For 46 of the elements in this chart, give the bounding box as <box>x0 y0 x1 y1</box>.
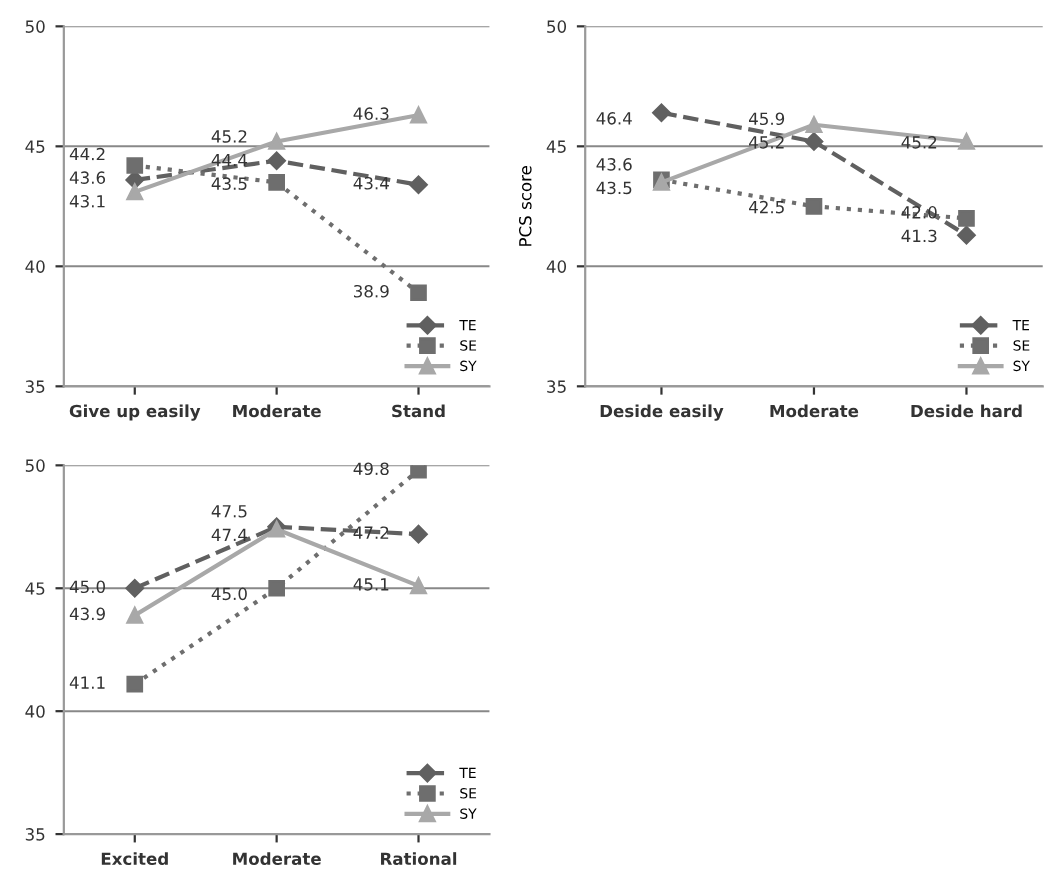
y-tick-label: 50 <box>25 459 45 472</box>
y-tick-label: 50 <box>547 20 567 33</box>
y-tick-label: 40 <box>25 260 45 273</box>
x-tick-label: Stand <box>392 404 445 418</box>
data-label: 43.6 <box>69 171 106 184</box>
data-label: 46.4 <box>596 112 632 125</box>
data-label: 41.3 <box>901 229 937 243</box>
x-tick-label: Excited <box>101 852 168 866</box>
data-label: 49.8 <box>353 462 389 476</box>
x-tick-label: Moderate <box>233 852 321 866</box>
data-label: 43.6 <box>596 158 632 171</box>
x-tick-label: Moderate <box>233 404 321 418</box>
data-label: 45.9 <box>749 112 785 126</box>
data-label: 41.1 <box>69 676 105 689</box>
y-tick-label: 35 <box>25 828 45 841</box>
data-label: 44.4 <box>211 153 248 167</box>
x-tick-label: Rational <box>381 852 457 866</box>
y-tick-label: 35 <box>25 380 45 393</box>
data-label: 47.4 <box>211 528 248 541</box>
y-tick-label: 35 <box>547 380 566 393</box>
y-tick-label: 45 <box>25 140 45 153</box>
data-label: 45.0 <box>211 587 247 601</box>
x-tick-label: Moderate <box>770 404 859 418</box>
data-label: 45.2 <box>749 136 784 149</box>
data-label: 45.2 <box>901 136 937 149</box>
data-label: 43.5 <box>596 181 632 195</box>
y-tick-label: 50 <box>25 20 45 33</box>
data-label: 43.1 <box>69 194 105 208</box>
data-label: 43.5 <box>211 177 247 190</box>
y-tick-label: 40 <box>546 260 567 273</box>
y-tick-label: 45 <box>25 582 45 595</box>
data-label: 42.5 <box>749 200 784 214</box>
y-tick-label: 45 <box>546 140 566 153</box>
data-label: 47.5 <box>211 505 247 518</box>
data-label: 44.2 <box>69 147 105 161</box>
x-tick-label: Deside hard <box>911 404 1022 418</box>
data-label: 45.1 <box>353 578 389 591</box>
data-label: 46.3 <box>353 107 389 120</box>
data-label: 43.4 <box>353 176 389 190</box>
y-tick-label: 40 <box>25 705 45 718</box>
data-label: 38.9 <box>354 284 389 298</box>
x-tick-label: Give up easily <box>69 404 201 421</box>
x-tick-label: Deside easily <box>600 404 724 421</box>
data-label: 43.9 <box>69 607 105 621</box>
data-label: 45.2 <box>211 130 247 143</box>
y-axis-title: PCS score <box>518 166 532 246</box>
